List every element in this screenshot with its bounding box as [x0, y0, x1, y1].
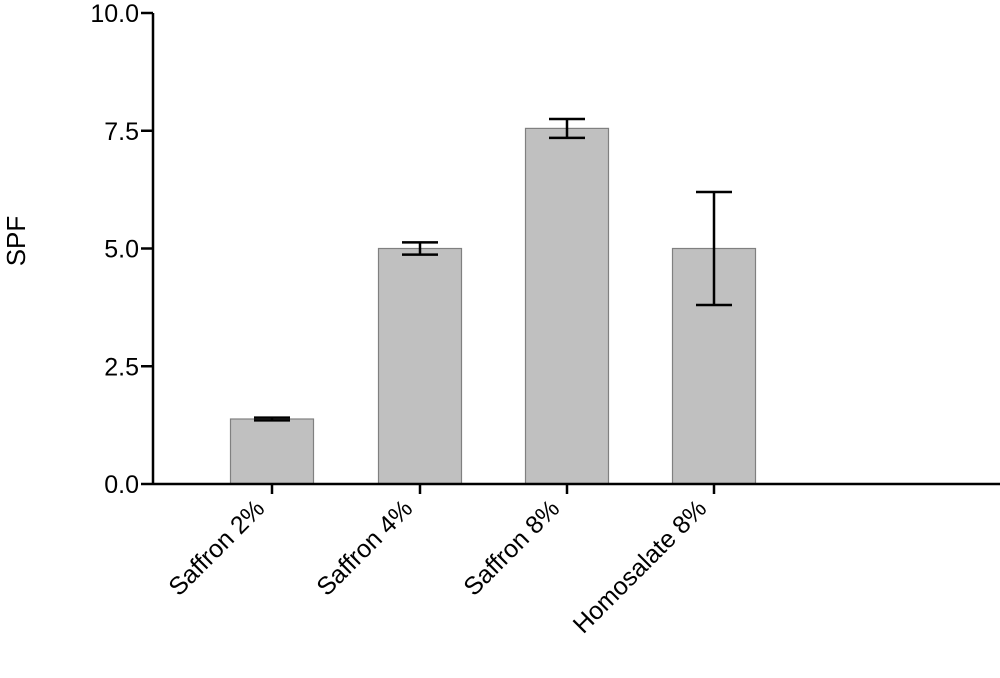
y-tick-label: 7.5 — [104, 118, 139, 146]
bars-layer — [229, 127, 757, 485]
bar — [524, 127, 610, 485]
y-tick-label: 0.0 — [104, 471, 139, 499]
x-category-label: Saffron 2% — [163, 494, 270, 601]
x-category-label: Saffron 4% — [311, 494, 418, 601]
x-category-label: Homosalate 8% — [568, 494, 713, 639]
y-tick-label: 5.0 — [104, 236, 139, 264]
x-category-label: Saffron 8% — [458, 494, 565, 601]
bar — [377, 247, 463, 485]
error-bars-layer — [254, 117, 732, 422]
y-ticks-layer: 0.0 2.5 5.0 7.5 10.0 — [90, 0, 153, 499]
y-axis-title: SPF — [1, 216, 31, 267]
x-labels-layer: Saffron 2% Saffron 4% Saffron 8% Homosalate… — [163, 484, 716, 639]
y-tick-label: 2.5 — [104, 353, 139, 381]
bar — [229, 418, 315, 485]
y-tick-label: 10.0 — [90, 0, 139, 28]
